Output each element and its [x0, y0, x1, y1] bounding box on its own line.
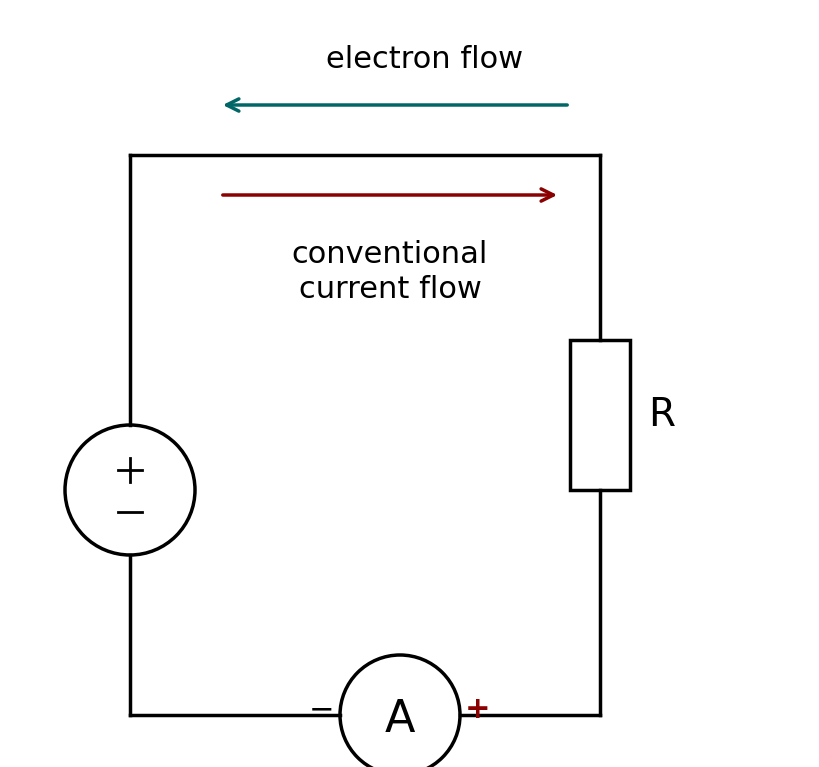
- Text: electron flow: electron flow: [326, 45, 523, 74]
- Text: A: A: [384, 699, 414, 742]
- Circle shape: [340, 655, 459, 767]
- Text: conventional: conventional: [292, 240, 487, 269]
- Text: R: R: [647, 396, 674, 434]
- Text: −: −: [309, 696, 334, 725]
- Text: +: +: [464, 696, 491, 725]
- Text: current flow: current flow: [298, 275, 481, 304]
- Bar: [569, 340, 629, 490]
